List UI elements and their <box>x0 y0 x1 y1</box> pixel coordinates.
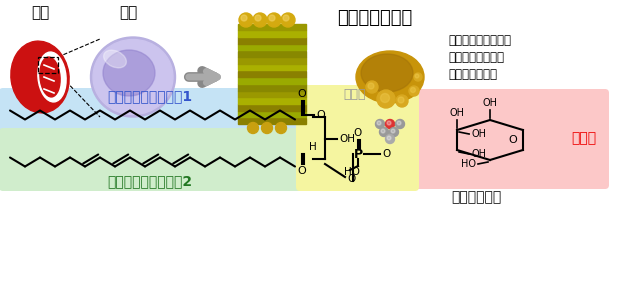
Bar <box>238 24 306 30</box>
Ellipse shape <box>103 50 155 96</box>
Text: O: O <box>382 149 390 159</box>
Bar <box>238 51 306 57</box>
Text: O: O <box>354 128 362 138</box>
Circle shape <box>396 119 404 129</box>
Bar <box>238 64 306 70</box>
Ellipse shape <box>40 57 60 97</box>
Bar <box>238 97 306 104</box>
FancyBboxPatch shape <box>0 128 325 191</box>
Text: OH: OH <box>471 149 486 159</box>
Bar <box>238 111 306 117</box>
Text: ・エネルギー貯蔵: ・エネルギー貯蔵 <box>448 51 504 64</box>
Text: 極性基: 極性基 <box>571 131 596 145</box>
Circle shape <box>381 94 389 102</box>
Circle shape <box>386 135 394 144</box>
FancyBboxPatch shape <box>296 85 419 191</box>
Text: 結合部: 結合部 <box>343 88 366 100</box>
Text: HO: HO <box>344 167 360 177</box>
Text: OH: OH <box>339 134 355 144</box>
Circle shape <box>377 90 395 108</box>
Circle shape <box>386 119 394 129</box>
Bar <box>238 104 306 110</box>
Circle shape <box>262 123 273 133</box>
Ellipse shape <box>93 40 173 115</box>
Ellipse shape <box>104 50 126 68</box>
Bar <box>238 117 306 124</box>
Ellipse shape <box>361 54 413 92</box>
Circle shape <box>379 127 389 137</box>
Text: OH: OH <box>450 108 464 118</box>
Text: 脂質分子構造: 脂質分子構造 <box>451 190 501 204</box>
Bar <box>238 91 306 97</box>
Circle shape <box>368 83 374 89</box>
Text: 疎水性の脂肪酸側鎖2: 疎水性の脂肪酸側鎖2 <box>107 174 193 188</box>
Circle shape <box>387 136 391 140</box>
Bar <box>238 84 306 90</box>
Text: HO: HO <box>461 159 476 169</box>
FancyArrowPatch shape <box>188 71 215 83</box>
Ellipse shape <box>38 52 66 102</box>
Text: 臓器: 臓器 <box>31 5 49 20</box>
Bar <box>238 57 306 64</box>
Circle shape <box>398 97 404 103</box>
Circle shape <box>281 13 295 27</box>
FancyBboxPatch shape <box>0 88 325 138</box>
Text: OH: OH <box>471 129 486 139</box>
Circle shape <box>247 123 259 133</box>
Text: OH: OH <box>482 98 497 108</box>
Circle shape <box>391 129 395 133</box>
Circle shape <box>415 74 419 78</box>
Text: O: O <box>508 135 517 145</box>
Circle shape <box>377 121 381 125</box>
Circle shape <box>387 121 391 125</box>
Circle shape <box>409 86 419 96</box>
Circle shape <box>414 73 422 81</box>
Ellipse shape <box>11 41 69 113</box>
Circle shape <box>376 119 384 129</box>
Bar <box>38 57 58 73</box>
Text: 疎水性の脂肪酸側鎖1: 疎水性の脂肪酸側鎖1 <box>107 89 193 103</box>
Circle shape <box>389 127 399 137</box>
Circle shape <box>241 15 247 21</box>
Circle shape <box>239 13 253 27</box>
Circle shape <box>269 15 275 21</box>
Text: O: O <box>316 110 325 120</box>
Circle shape <box>396 95 408 107</box>
Bar <box>238 30 306 37</box>
Circle shape <box>366 81 378 93</box>
Text: 脂質の三大機能: 脂質の三大機能 <box>337 9 413 27</box>
Circle shape <box>381 129 385 133</box>
Text: 細胞: 細胞 <box>119 5 137 20</box>
FancyBboxPatch shape <box>406 89 609 189</box>
Text: ・シグナル伝達: ・シグナル伝達 <box>448 68 497 81</box>
Circle shape <box>275 123 286 133</box>
Circle shape <box>267 13 281 27</box>
Text: ・細胞膜の主要成分: ・細胞膜の主要成分 <box>448 34 511 47</box>
Bar <box>238 44 306 50</box>
Text: H: H <box>309 142 317 152</box>
Bar <box>238 37 306 44</box>
Ellipse shape <box>356 51 424 103</box>
Circle shape <box>397 121 401 125</box>
Circle shape <box>255 15 261 21</box>
FancyArrowPatch shape <box>188 71 218 83</box>
Text: O: O <box>298 89 306 99</box>
Text: P: P <box>353 148 363 160</box>
Bar <box>238 77 306 84</box>
Ellipse shape <box>91 37 175 117</box>
Circle shape <box>253 13 267 27</box>
Circle shape <box>410 88 415 92</box>
Text: O: O <box>298 166 306 176</box>
Bar <box>238 71 306 77</box>
Circle shape <box>283 15 289 21</box>
Text: O: O <box>347 174 355 184</box>
